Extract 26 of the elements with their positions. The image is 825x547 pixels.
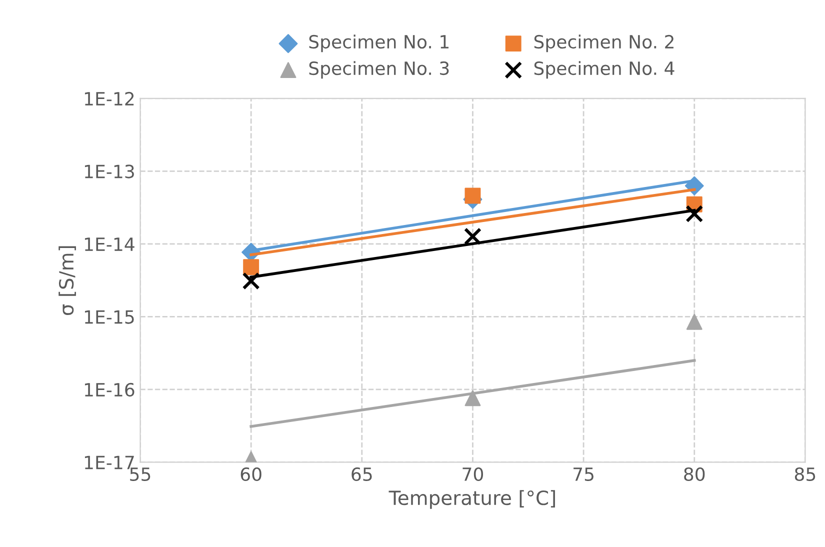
point xyxy=(242,272,260,290)
legend-label: Specimen No. 3 xyxy=(309,61,449,79)
point xyxy=(686,314,702,330)
point xyxy=(243,259,260,276)
x-tick-label: 75 xyxy=(574,468,594,482)
x-tick-label: 80 xyxy=(684,467,705,482)
x-axis-title: Temperature [°C] xyxy=(388,490,555,509)
legend-label: Specimen No. 4 xyxy=(534,61,674,79)
point xyxy=(464,390,481,406)
x-tick-label: 65 xyxy=(352,467,372,482)
x-tick-label: 55 xyxy=(130,468,150,482)
point xyxy=(464,228,482,246)
y-tick-label: 1E-12 xyxy=(84,92,134,106)
legend-label: Specimen No. 1 xyxy=(309,34,448,52)
y-tick-label: 1E-16 xyxy=(84,382,134,397)
y-tick-label: 1E-13 xyxy=(84,164,134,178)
x-tick-label: 60 xyxy=(240,467,262,482)
point xyxy=(686,204,704,223)
y-axis-title: σ [S/m] xyxy=(58,246,76,316)
y-tick-label: 1E-14 xyxy=(84,238,134,251)
x-tick-label: 85 xyxy=(794,467,816,482)
y-tick-label: 1E-17 xyxy=(84,456,134,470)
legend-label: Specimen No. 2 xyxy=(534,34,674,52)
point xyxy=(464,188,481,204)
x-tick-label: 70 xyxy=(462,467,484,482)
y-tick-label: 1E-15 xyxy=(84,310,134,324)
